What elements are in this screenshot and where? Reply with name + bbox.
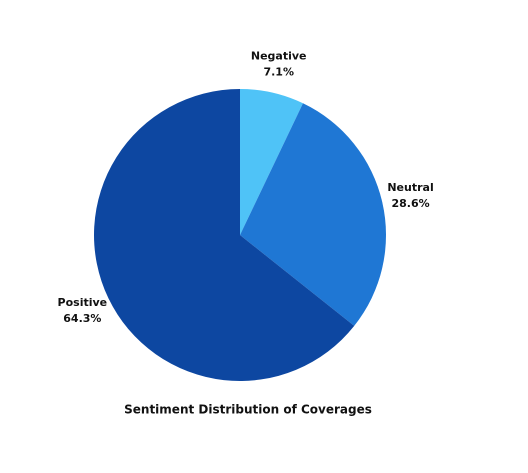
slice-value-label: 64.3% [63,312,101,325]
pie-slice [240,89,303,235]
slice-label: Negative [251,49,307,62]
slice-value-label: 7.1% [263,65,294,78]
slice-label: Positive [58,296,108,309]
slice-label: Neutral [387,181,433,194]
pie-slice [93,89,355,381]
pie-slice [240,103,386,326]
chart-title: Sentiment Distribution of Coverages [124,403,372,417]
slice-value-label: 28.6% [391,197,429,210]
